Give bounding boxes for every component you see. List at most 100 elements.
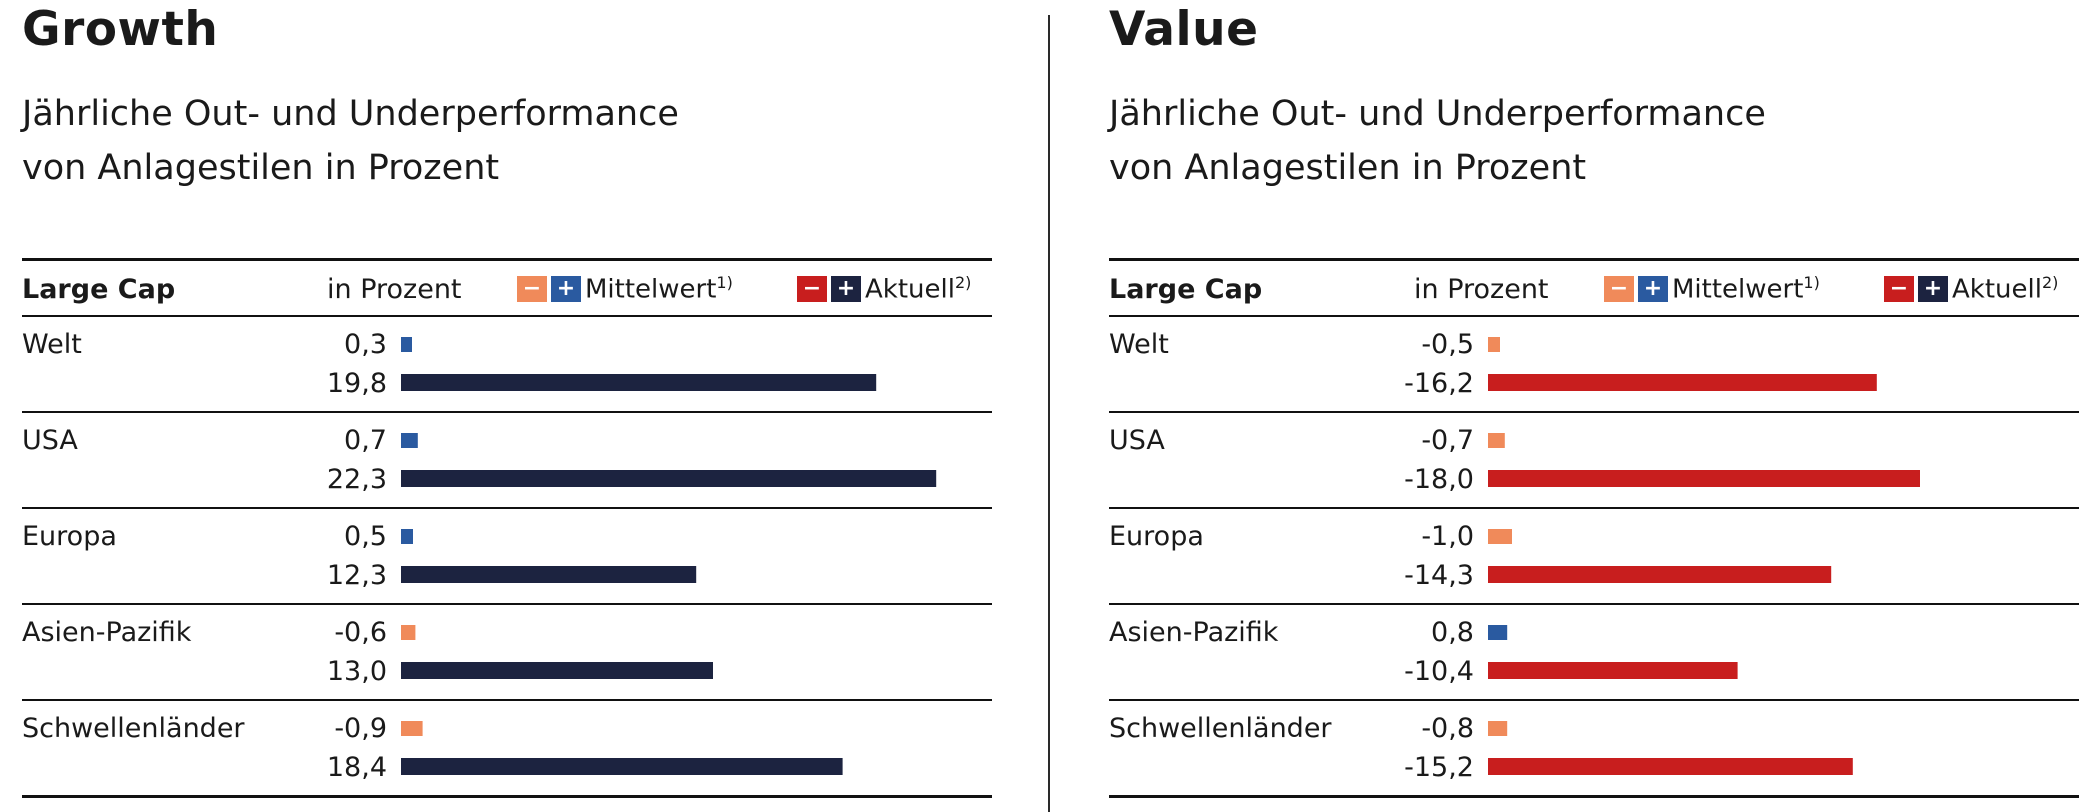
legend-footnote: 2) [2041, 273, 2059, 292]
legend-swatch-plus-icon: + [551, 275, 581, 302]
legend-footnote: 1) [1803, 273, 1820, 292]
mittelwert-value-label: -1,0 [1421, 521, 1474, 552]
aktuell-bar [1488, 662, 1738, 679]
row-separator [1109, 795, 2079, 798]
row-header: Large Cap [22, 274, 176, 305]
legend-swatch-minus-icon: − [1604, 275, 1634, 302]
aktuell-value-label: -10,4 [1404, 656, 1474, 687]
aktuell-value-label: 12,3 [327, 560, 387, 591]
row-separator [22, 795, 992, 798]
legend-swatch-minus-icon: − [517, 275, 547, 302]
legend-mittelwert: − + Mittelwert1) [1604, 273, 1820, 305]
chart-subtitle-line-2: von Anlagestilen in Prozent [22, 148, 500, 188]
aktuell-bar [401, 758, 843, 775]
category-label: Schwellenländer [22, 713, 245, 744]
legend-swatch-plus-icon: + [831, 275, 861, 302]
aktuell-value-label: -14,3 [1404, 560, 1474, 591]
chart-subtitle-line-1: Jährliche Out- und Underperformance [22, 94, 679, 134]
mittelwert-value-label: -0,8 [1421, 713, 1474, 744]
mittelwert-bar [1488, 337, 1500, 352]
aktuell-bar [1488, 566, 1832, 583]
mittelwert-bar [1488, 721, 1508, 736]
top-rule [22, 258, 992, 261]
mittelwert-bar [401, 433, 418, 448]
legend-swatch-plus-icon: + [1638, 275, 1668, 302]
header-rule [22, 315, 992, 317]
top-rule [1109, 258, 2079, 261]
mittelwert-bar [401, 529, 413, 544]
category-label: Welt [22, 329, 82, 360]
mittelwert-value-label: -0,6 [334, 617, 387, 648]
legend-aktuell: − + Aktuell2) [797, 273, 971, 305]
mittelwert-value-label: 0,3 [344, 329, 387, 360]
legend-swatch-plus-icon: + [1918, 275, 1948, 302]
chart-subtitle-line-1: Jährliche Out- und Underperformance [1109, 94, 1766, 134]
mittelwert-value-label: -0,9 [334, 713, 387, 744]
chart-title: Growth [22, 2, 219, 57]
category-label: USA [1109, 425, 1165, 456]
aktuell-bar [1488, 374, 1877, 391]
mittelwert-value-label: 0,7 [344, 425, 387, 456]
mittelwert-bar [1488, 529, 1512, 544]
chart-subtitle-line-2: von Anlagestilen in Prozent [1109, 148, 1587, 188]
row-separator [1109, 699, 2079, 701]
category-label: Schwellenländer [1109, 713, 1332, 744]
legend-mittelwert: − + Mittelwert1) [517, 273, 733, 305]
legend-label: Aktuell [1952, 274, 2042, 305]
mittelwert-bar [401, 337, 412, 352]
row-header: Large Cap [1109, 274, 1263, 305]
legend-swatch-minus-icon: − [797, 275, 827, 302]
aktuell-bar [401, 662, 713, 679]
aktuell-value-label: 13,0 [327, 656, 387, 687]
category-label: Welt [1109, 329, 1169, 360]
aktuell-bar [1488, 470, 1920, 487]
row-separator [1109, 507, 2079, 509]
mittelwert-value-label: -0,7 [1421, 425, 1474, 456]
header-rule [1109, 315, 2079, 317]
legend-label: Mittelwert [585, 274, 717, 305]
legend-aktuell: − + Aktuell2) [1884, 273, 2058, 305]
category-label: Europa [22, 521, 117, 552]
aktuell-value-label: -15,2 [1404, 752, 1474, 783]
category-label: Asien-Pazifik [1109, 617, 1279, 648]
row-separator [22, 699, 992, 701]
aktuell-value-label: 22,3 [327, 464, 387, 495]
legend-label: Aktuell [865, 274, 955, 305]
mittelwert-value-label: -0,5 [1421, 329, 1474, 360]
mittelwert-value-label: 0,8 [1431, 617, 1474, 648]
table-header: Large Cap in Prozent − + Mittelwert1) − … [1109, 258, 2084, 328]
category-label: Europa [1109, 521, 1204, 552]
aktuell-bar [401, 374, 877, 391]
chart-title: Value [1109, 2, 1259, 57]
aktuell-bar [401, 566, 697, 583]
aktuell-value-label: -16,2 [1404, 368, 1474, 399]
mittelwert-bar [1488, 433, 1505, 448]
category-label: Asien-Pazifik [22, 617, 192, 648]
mittelwert-bar [401, 625, 416, 640]
table-header: Large Cap in Prozent − + Mittelwert1) − … [22, 258, 997, 328]
legend-label: Mittelwert [1672, 274, 1804, 305]
legend-footnote: 1) [716, 273, 733, 292]
row-separator [22, 507, 992, 509]
row-separator [1109, 411, 2079, 413]
aktuell-value-label: 19,8 [327, 368, 387, 399]
aktuell-bar [401, 470, 937, 487]
mittelwert-bar [1488, 625, 1508, 640]
category-label: USA [22, 425, 78, 456]
unit-header: in Prozent [327, 274, 462, 305]
row-separator [1109, 603, 2079, 605]
aktuell-value-label: 18,4 [327, 752, 387, 783]
mittelwert-bar [401, 721, 423, 736]
unit-header: in Prozent [1414, 274, 1549, 305]
legend-swatch-minus-icon: − [1884, 275, 1914, 302]
legend-footnote: 2) [954, 273, 972, 292]
growth-panel: Growth Jährliche Out- und Underperforman… [22, 0, 1022, 812]
value-panel: Value Jährliche Out- und Underperformanc… [1109, 0, 2099, 812]
mittelwert-value-label: 0,5 [344, 521, 387, 552]
value-bar-chart: Welt -0,5 -16,2 USA -0,7 -18,0 Europa -1,0 -14,3… [1109, 258, 2079, 798]
aktuell-bar [1488, 758, 1853, 775]
row-separator [22, 603, 992, 605]
row-separator [22, 411, 992, 413]
aktuell-value-label: -18,0 [1404, 464, 1474, 495]
growth-bar-chart: Welt 0,3 19,8 USA 0,7 22,3 Europa 0,5 12,3 Asien-… [22, 258, 992, 798]
